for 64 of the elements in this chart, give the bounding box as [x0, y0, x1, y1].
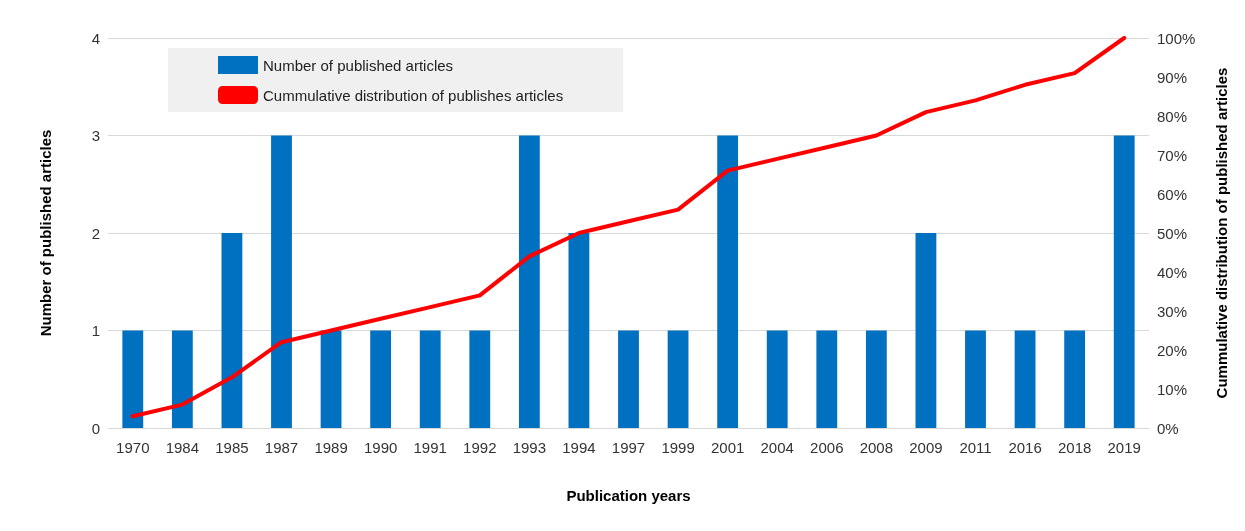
- bar: [518, 135, 540, 428]
- y2-axis-title: Cummulative distribution of published articles: [1213, 67, 1230, 399]
- y2-tick-label: 100%: [1157, 29, 1196, 47]
- bar: [171, 330, 193, 428]
- bar: [469, 330, 491, 428]
- y2-tick-label: 90%: [1157, 68, 1188, 86]
- y2-tick-label: 0%: [1157, 419, 1179, 437]
- x-tick-label: 2011: [959, 439, 992, 456]
- y2-tick-label: 50%: [1157, 224, 1188, 242]
- x-tick-label: 2006: [810, 439, 844, 456]
- bar: [122, 330, 144, 428]
- bar: [370, 330, 392, 428]
- bar: [1113, 135, 1135, 428]
- line-series: [130, 36, 1127, 419]
- bar: [965, 330, 986, 428]
- bar: [816, 330, 838, 428]
- bar: [717, 135, 739, 428]
- bar: [766, 330, 788, 428]
- x-tick-label: 2001: [710, 439, 745, 456]
- x-tick-label: 1991: [413, 439, 447, 456]
- y-tick-label: 0: [91, 419, 100, 437]
- bar: [618, 330, 639, 428]
- x-tick-label: 1993: [512, 439, 547, 456]
- y2-tick-label: 80%: [1157, 107, 1188, 125]
- y2-tick-label: 60%: [1157, 185, 1188, 203]
- x-tick-label: 1990: [363, 439, 398, 456]
- bar: [320, 330, 342, 428]
- x-tick-label: 1985: [215, 439, 249, 456]
- bar: [419, 330, 441, 428]
- x-tick-label: 1992: [463, 439, 497, 456]
- bar: [865, 330, 887, 428]
- x-tick-label: 1987: [264, 439, 299, 456]
- bar: [221, 233, 243, 428]
- x-tick-label: 2004: [760, 439, 794, 456]
- y-axis-title: Number of published articles: [37, 129, 54, 337]
- x-tick-label: 1984: [165, 439, 200, 456]
- bar: [1014, 330, 1036, 428]
- x-tick-label: 1997: [611, 439, 646, 456]
- x-tick-label: 2008: [859, 439, 894, 456]
- y2-tick-label: 30%: [1157, 302, 1188, 320]
- x-tick-label: 1999: [661, 439, 695, 456]
- y-tick-label: 3: [91, 127, 100, 144]
- x-tick-label: 2009: [909, 439, 943, 456]
- legend-label: Number of published articles: [263, 56, 454, 74]
- x-tick-label: 1970: [116, 439, 150, 456]
- x-axis-title: Publication years: [566, 487, 691, 504]
- bar: [1064, 330, 1086, 428]
- bar: [568, 233, 590, 428]
- bar: [667, 330, 689, 428]
- y2-tick-label: 10%: [1157, 380, 1188, 398]
- x-tick-label: 2018: [1057, 439, 1092, 456]
- y-tick-label: 2: [91, 224, 100, 242]
- x-tick-label: 2016: [1008, 439, 1042, 456]
- x-tick-label: 1989: [314, 439, 348, 456]
- y2-tick-label: 40%: [1157, 263, 1188, 281]
- bar: [271, 135, 292, 428]
- y2-tick-label: 20%: [1157, 341, 1188, 359]
- y-tick-label: 1: [91, 322, 100, 339]
- legend-label: Cummulative distribution of publishes articles: [263, 86, 564, 104]
- x-tick-label: 2019: [1107, 439, 1141, 456]
- bar: [915, 233, 937, 428]
- y2-tick-label: 70%: [1157, 146, 1188, 164]
- x-tick-label: 1994: [562, 439, 596, 456]
- y-tick-label: 4: [91, 29, 100, 47]
